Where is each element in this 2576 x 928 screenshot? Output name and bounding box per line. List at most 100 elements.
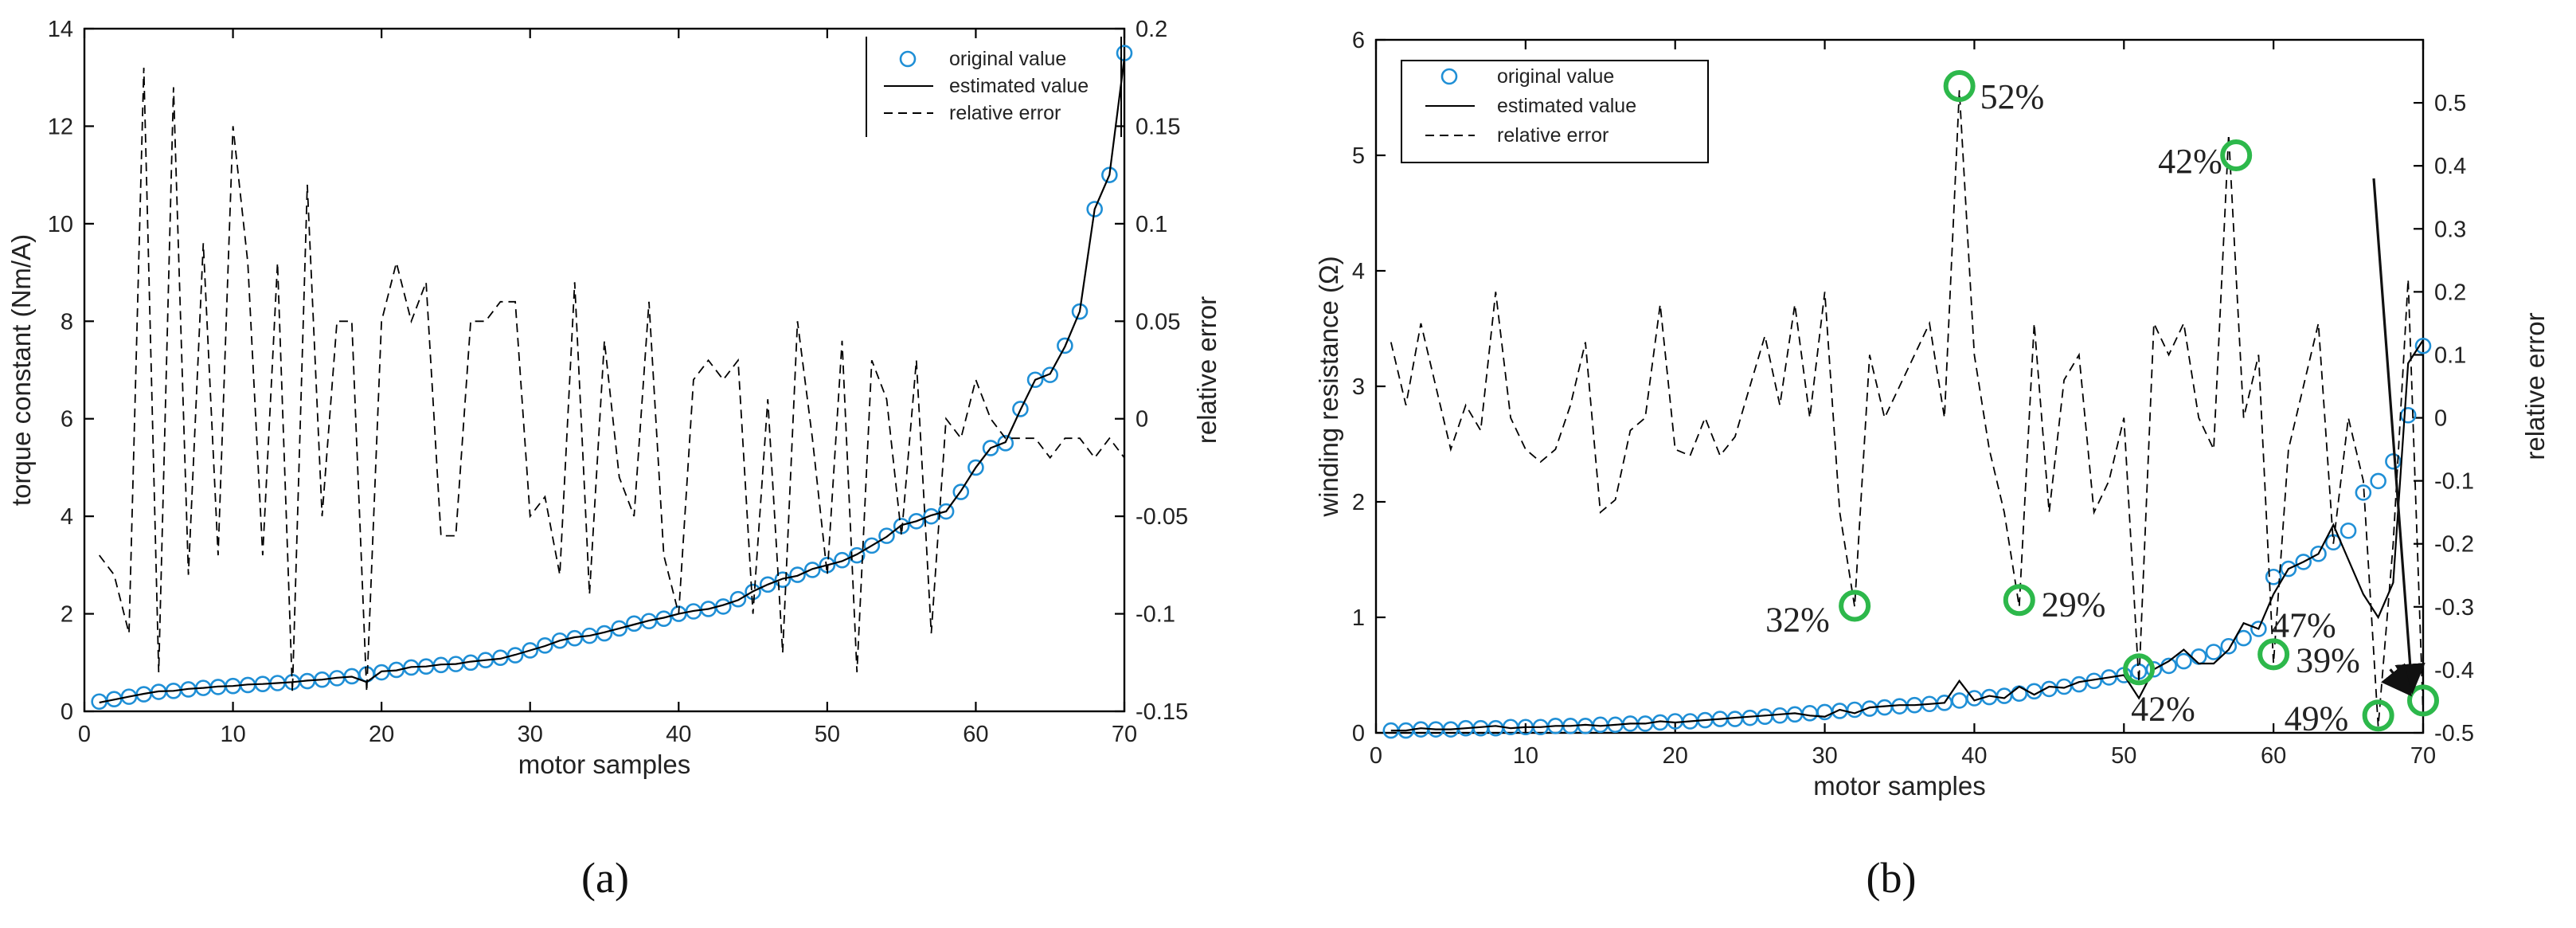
original-value-point [967,459,984,476]
original-value-point [982,440,999,456]
y-tick-label: 4 [1352,259,1365,284]
y-tick-label: 2 [61,602,73,628]
error-annotation: 42% [2131,689,2195,728]
error-annotation: 29% [2042,585,2106,624]
original-value-point [2205,644,2222,660]
original-value-point [1057,337,1073,354]
legend-sample-circle [899,50,917,68]
original-value-point [2235,629,2252,647]
highlight-circle [2257,638,2290,671]
estimated-value-line [1390,339,2424,732]
x-axis-label: motor samples [518,750,690,779]
y2-tick-label: 0 [1136,407,1148,433]
y-tick-label: 6 [61,407,73,433]
y2-tick-label: -0.15 [1136,699,1188,725]
y2-tick-label: -0.05 [1136,504,1188,530]
x-tick-label: 60 [963,722,988,747]
x-tick-label: 60 [2261,743,2286,769]
original-value-point [522,642,539,659]
x-tick-label: 50 [2111,743,2136,769]
legend-sample-circle [1440,68,1458,85]
y-tick-label: 0 [1352,721,1365,746]
y2-tick-label: -0.1 [2434,469,2474,495]
original-value-point [908,512,925,530]
x-tick-label: 30 [1812,743,1837,769]
y2-tick-label: 0.4 [2434,154,2466,179]
panel-caption: (a) [581,854,629,902]
y-tick-label: 5 [1352,143,1365,169]
original-value-point [2250,621,2267,637]
legend-entry: original value [949,48,1066,70]
original-value-point [1071,303,1089,320]
original-value-point [2280,560,2297,578]
y2-tick-label: 0.3 [2434,217,2466,242]
original-value-point [2370,472,2386,490]
y-tick-label: 3 [1352,374,1365,400]
original-value-point [789,566,806,583]
x-tick-label: 20 [1663,743,1688,769]
plot-frame [83,27,1126,713]
y2-tick-label: 0.05 [1136,309,1180,335]
y2-tick-label: 0.1 [2434,343,2466,368]
panel-b: 0 10 20 30 40 50 60 70 0 1 2 3 4 5 6 -0.5 -0.4 -0.3 -0.2 -0… [1314,28,2550,902]
original-value-point [952,484,970,500]
y-axis-label: torque constant (Nm/A) [6,234,36,506]
error-annotation: 49% [2285,699,2349,738]
original-value-point [1086,201,1103,217]
highlight-circle [1839,589,1871,622]
y-tick-label: 6 [1352,28,1365,53]
arrow-49 [2381,663,2412,697]
x-tick-label: 30 [518,722,543,747]
y2-tick-label: -0.3 [2434,595,2474,621]
original-value-point [729,590,747,608]
original-value-point [2355,484,2372,501]
y2-tick-label: -0.5 [2434,721,2474,746]
panel-a: 0 10 20 30 40 50 60 70 0 2 4 6 8 10 12 14 -0.15 -0.1 -0.05… [6,17,1222,902]
original-value-point [774,571,792,589]
error-annotation: 32% [1765,601,1830,640]
original-value-point [2265,568,2282,585]
x-tick-label: 40 [666,722,691,747]
x-tick-label: 20 [369,722,394,747]
original-value-point [923,507,940,525]
y2-tick-label: -0.2 [2434,532,2474,558]
original-value-point [506,647,524,664]
y-tick-label: 1 [1352,605,1365,631]
original-value-point [2295,554,2312,570]
original-value-point [745,583,761,601]
y2-tick-label: 0.1 [1136,212,1167,237]
y-tick-label: 8 [61,309,73,335]
legend-entry: estimated value [949,75,1089,97]
original-value-point [1042,366,1059,383]
y-tick-label: 12 [48,114,73,139]
y2-axis-label: relative error [1192,296,1222,444]
x-tick-label: 50 [815,722,840,747]
original-value-point [537,637,553,654]
original-value-point [1026,371,1044,389]
y2-tick-label: 0.2 [1136,17,1167,42]
x-tick-label: 70 [1112,722,1137,747]
highlight-circle [2123,653,2156,686]
original-value-point [611,620,627,637]
legend-box [1401,60,1709,163]
y-axis-label: winding resistance (Ω) [1314,256,1343,517]
y2-tick-label: 0.15 [1136,114,1180,139]
x-tick-label: 10 [220,722,245,747]
original-value-point [1012,401,1029,417]
original-value-point [878,527,895,544]
legend-entry: relative error [949,102,1061,124]
original-value-point [803,562,821,578]
y-tick-label: 10 [48,212,73,237]
x-tick-label: 70 [2410,743,2436,769]
x-tick-label: 40 [1961,743,1987,769]
error-annotation: 39% [2296,640,2360,679]
arrow-47 [2372,178,2426,695]
y2-axis-label: relative error [2520,312,2550,460]
y-tick-label: 14 [48,17,73,42]
error-annotation: 42% [2158,142,2222,181]
legend-entry: relative error [1497,124,1609,147]
x-axis-label: motor samples [1813,771,1985,801]
original-value-point [863,537,881,554]
